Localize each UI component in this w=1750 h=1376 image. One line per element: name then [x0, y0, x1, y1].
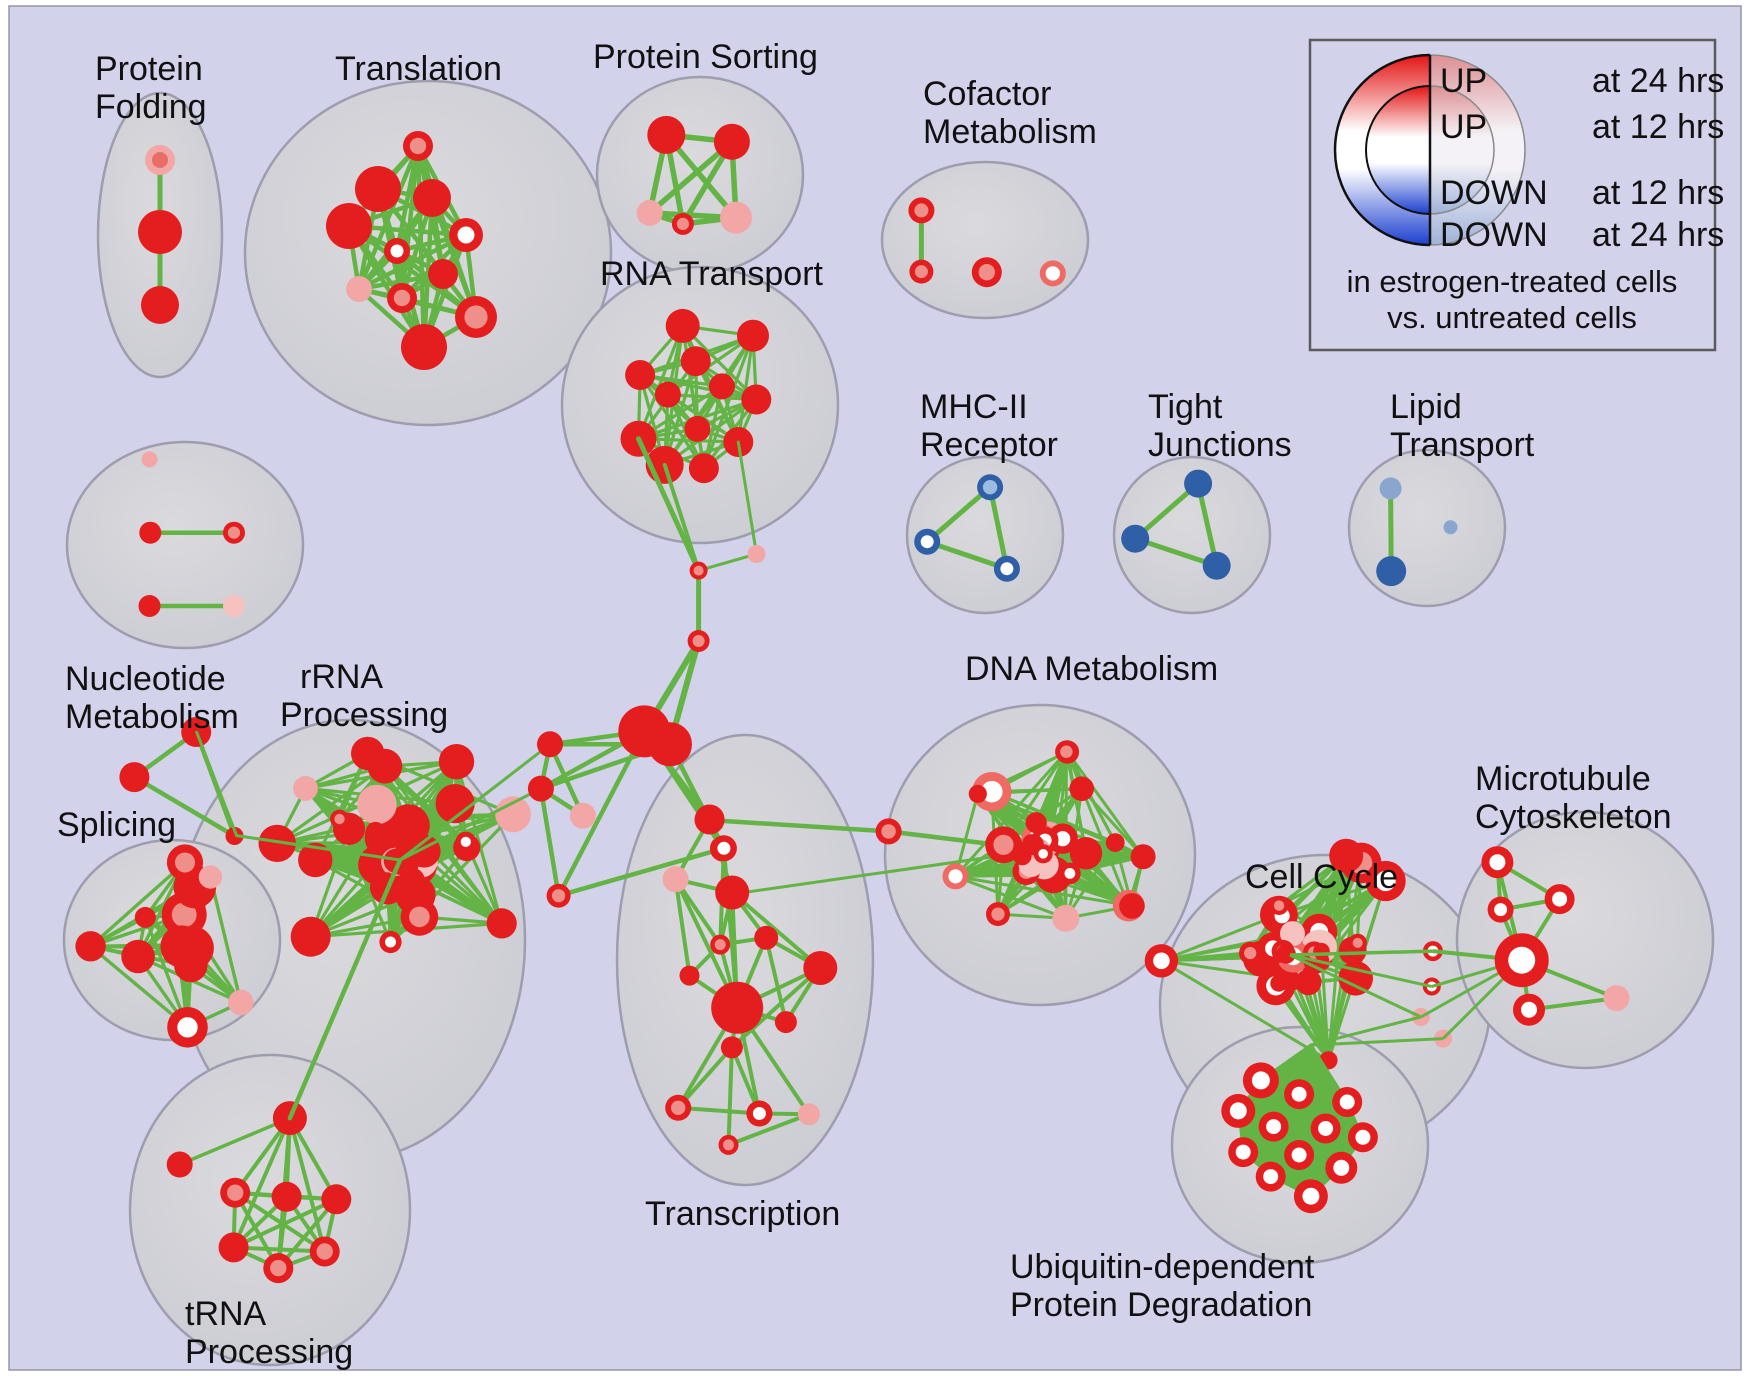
svg-text:RNA Transport: RNA Transport	[600, 255, 824, 293]
svg-text:tRNA: tRNA	[185, 1295, 267, 1333]
svg-text:Protein Degradation: Protein Degradation	[1010, 1286, 1312, 1324]
svg-text:Lipid: Lipid	[1390, 388, 1462, 426]
svg-text:Receptor: Receptor	[920, 426, 1058, 464]
svg-text:Protein: Protein	[95, 50, 203, 88]
svg-text:DOWN: DOWN	[1440, 174, 1548, 212]
svg-text:rRNA: rRNA	[300, 658, 383, 696]
svg-text:Processing: Processing	[280, 696, 448, 734]
svg-text:Transcription: Transcription	[645, 1195, 840, 1233]
svg-text:at 12 hrs: at 12 hrs	[1592, 174, 1724, 212]
svg-text:Nucleotide: Nucleotide	[65, 660, 226, 698]
svg-text:at 24 hrs: at 24 hrs	[1592, 216, 1724, 254]
svg-text:at 24 hrs: at 24 hrs	[1592, 62, 1724, 100]
svg-text:Transport: Transport	[1390, 426, 1535, 464]
svg-text:DNA Metabolism: DNA Metabolism	[965, 650, 1218, 688]
svg-text:Processing: Processing	[185, 1333, 353, 1371]
svg-text:Tight: Tight	[1148, 388, 1223, 426]
svg-text:Translation: Translation	[335, 50, 502, 88]
svg-text:Folding: Folding	[95, 88, 207, 126]
svg-text:Metabolism: Metabolism	[923, 113, 1097, 151]
svg-text:Cofactor: Cofactor	[923, 75, 1052, 113]
svg-text:Cell Cycle: Cell Cycle	[1245, 858, 1398, 896]
svg-text:UP: UP	[1440, 108, 1487, 146]
svg-text:MHC-II: MHC-II	[920, 388, 1028, 426]
svg-text:Junctions: Junctions	[1148, 426, 1292, 464]
svg-text:at 12 hrs: at 12 hrs	[1592, 108, 1724, 146]
svg-text:Microtubule: Microtubule	[1475, 760, 1651, 798]
svg-text:Ubiquitin-dependent: Ubiquitin-dependent	[1010, 1248, 1315, 1286]
svg-text:Metabolism: Metabolism	[65, 698, 239, 736]
svg-text:DOWN: DOWN	[1440, 216, 1548, 254]
svg-text:Protein Sorting: Protein Sorting	[593, 38, 818, 76]
svg-text:in estrogen-treated cells: in estrogen-treated cells	[1347, 264, 1678, 299]
svg-text:Cytoskeleton: Cytoskeleton	[1475, 798, 1672, 836]
svg-text:Splicing: Splicing	[57, 806, 176, 844]
svg-text:vs. untreated cells: vs. untreated cells	[1387, 300, 1637, 335]
svg-text:UP: UP	[1440, 62, 1487, 100]
